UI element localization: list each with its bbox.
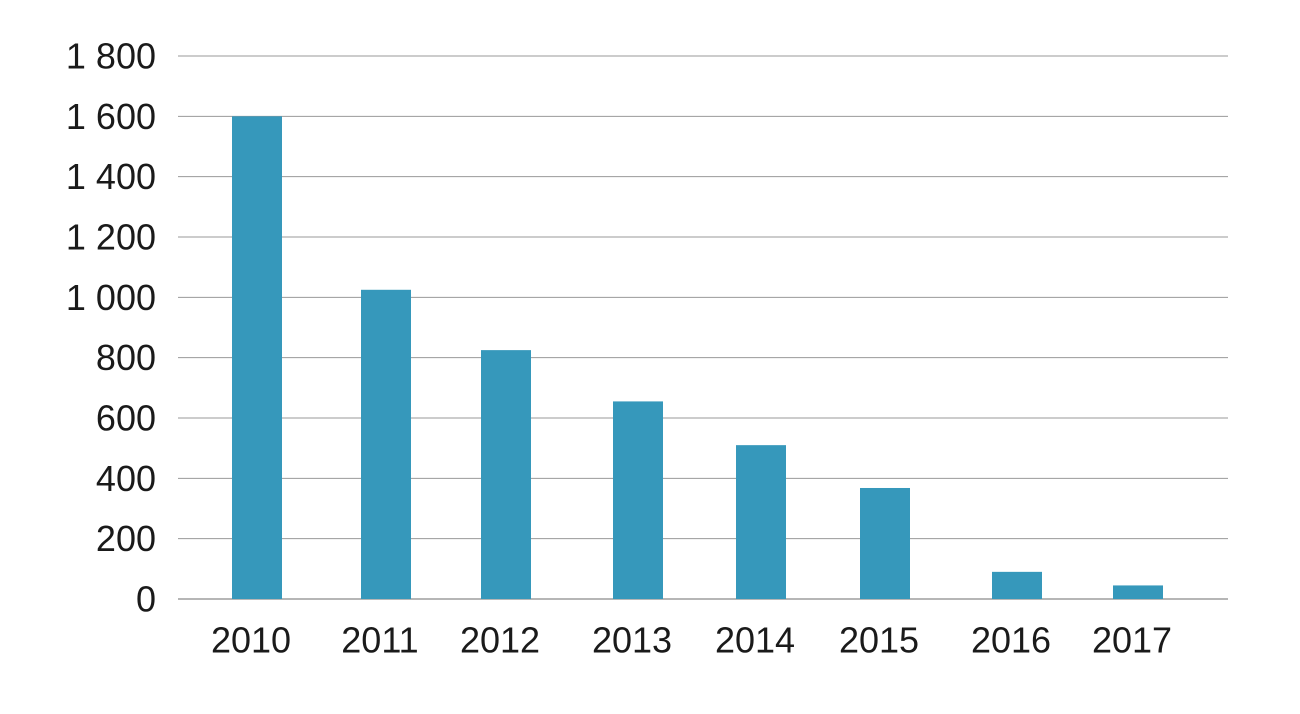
x-axis: 2010 2011 2012 2013 2014 2015 2016 2017	[211, 620, 1172, 661]
x-tick-label: 2010	[211, 620, 291, 661]
y-tick-label: 0	[136, 579, 156, 620]
x-tick-label: 2015	[839, 620, 919, 661]
bar-2017	[1113, 585, 1163, 599]
bar-2012	[481, 350, 531, 599]
x-tick-label: 2013	[592, 620, 672, 661]
y-tick-label: 400	[96, 458, 156, 499]
bar-2016	[992, 571, 1042, 599]
x-tick-label: 2017	[1092, 620, 1172, 661]
y-axis: 0 200 400 600 800 1 000 1 200 1 400 1 600 1 800	[66, 36, 156, 620]
bar-2013	[613, 401, 663, 599]
y-tick-label: 800	[96, 337, 156, 378]
bar-2014	[736, 445, 786, 599]
bars	[232, 116, 1163, 599]
y-tick-label: 1 600	[66, 96, 156, 137]
y-tick-label: 1 800	[66, 36, 156, 77]
y-tick-label: 1 400	[66, 156, 156, 197]
x-tick-label: 2011	[341, 620, 418, 661]
y-tick-label: 200	[96, 518, 156, 559]
y-tick-label: 600	[96, 398, 156, 439]
x-tick-label: 2016	[971, 620, 1051, 661]
bar-2011	[361, 289, 411, 599]
x-tick-label: 2014	[715, 620, 795, 661]
bar-2010	[232, 116, 282, 599]
x-tick-label: 2012	[460, 620, 540, 661]
y-tick-label: 1 000	[66, 277, 156, 318]
bar-2015	[860, 487, 910, 599]
gridlines	[178, 55, 1228, 600]
y-tick-label: 1 200	[66, 217, 156, 258]
